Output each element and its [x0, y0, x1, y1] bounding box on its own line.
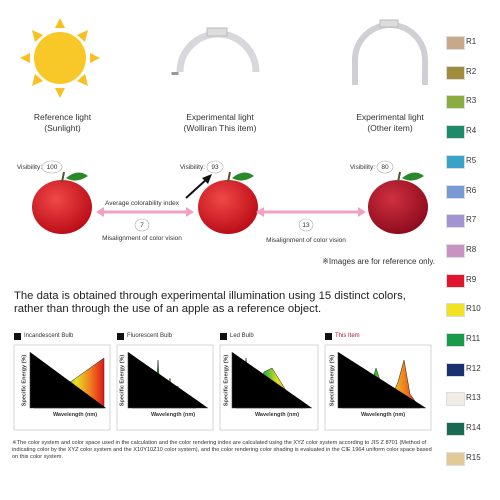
panel-label: Led Bulb [230, 333, 254, 339]
swatch [446, 333, 465, 347]
badge [376, 160, 394, 174]
lamp [352, 19, 428, 85]
visibility-value: 93 [211, 164, 219, 171]
headline: The data is obtained through experimenta… [14, 290, 406, 315]
swatch-label: R3 [466, 96, 477, 106]
swatch [446, 303, 465, 318]
panel-label: Incandescent Bulb [24, 333, 74, 339]
swatch-label: R7 [466, 215, 477, 225]
visibility-value: 80 [381, 164, 389, 171]
light-title: Reference light [33, 112, 92, 122]
swatch [446, 422, 465, 437]
swatch [446, 154, 465, 169]
visibility-value: 100 [46, 164, 58, 171]
visibility-label: Visibility: [349, 164, 375, 171]
sun [20, 18, 100, 98]
note: ※Images are for reference only. [322, 257, 435, 266]
badge [41, 160, 63, 174]
light-title: Experimental light [356, 112, 424, 122]
light-title: Experimental light [186, 112, 254, 122]
x-axis-label: Wavelength (nm) [150, 412, 196, 418]
y-axis-label: Specific Energy (%) [119, 354, 126, 407]
badge [134, 218, 150, 232]
y-axis-label: Specific Energy (%) [21, 354, 28, 407]
swatch-label: R13 [466, 393, 481, 403]
swatch-label: R15 [466, 452, 481, 462]
apple [368, 171, 428, 234]
comparison-title: Average colorability index [105, 200, 179, 207]
badge [206, 160, 224, 174]
badge [298, 218, 314, 232]
panel-label: This Item [335, 333, 360, 339]
apple [198, 171, 258, 234]
swatch [446, 36, 465, 50]
y-axis-label: Specific Energy (%) [329, 354, 336, 407]
swatch-label: R11 [466, 334, 481, 343]
swatch-label: R2 [466, 66, 477, 76]
comparison-value: 7 [140, 222, 144, 229]
swatch [446, 65, 465, 80]
swatch [446, 392, 465, 407]
swatch-label: R9 [466, 274, 477, 284]
light-subtitle: (Sunlight) [44, 123, 81, 133]
x-axis-label: Wavelength (nm) [52, 412, 98, 418]
visibility-label: Visibility: [16, 164, 42, 171]
swatch [446, 362, 465, 377]
x-axis-label: Wavelength (nm) [254, 412, 300, 418]
swatch-label: R1 [466, 37, 477, 46]
axis [29, 352, 426, 409]
swatch-label: R8 [466, 244, 477, 254]
y-axis-label: Specific Energy (%) [223, 354, 230, 407]
swatch [446, 243, 465, 258]
spectrum-panels [13, 344, 432, 431]
spectrum-swatch [14, 333, 332, 340]
panel-label: Fluorescent Bulb [127, 333, 173, 339]
swatch-label: R14 [466, 423, 481, 433]
swatch-label: R12 [466, 363, 481, 373]
swatch [446, 451, 465, 466]
comparison-caption: Misalignment of color vision [266, 237, 346, 244]
arrow [185, 177, 209, 199]
swatch [446, 273, 465, 288]
footnote: ※The color system and color space used i… [12, 440, 432, 460]
swatch [446, 95, 465, 110]
swatch-label: R10 [466, 304, 481, 314]
light-subtitle: (Other item) [367, 123, 413, 133]
comparison-caption: Misalignment of color vision [102, 235, 182, 242]
lamp [171, 27, 260, 75]
x-axis-label: Wavelength (nm) [360, 412, 406, 418]
swatch-label: R5 [466, 155, 477, 165]
swatch [446, 125, 465, 140]
light-subtitle: (Wolliran This item) [183, 123, 257, 133]
visibility-label: Visibility: [179, 164, 205, 171]
swatch [446, 214, 465, 229]
arrow [96, 207, 366, 217]
swatch-label: R4 [466, 126, 477, 136]
swatch-label: R6 [466, 185, 477, 195]
comparison-value: 13 [302, 222, 310, 229]
swatch [446, 184, 465, 199]
apple [32, 171, 92, 234]
